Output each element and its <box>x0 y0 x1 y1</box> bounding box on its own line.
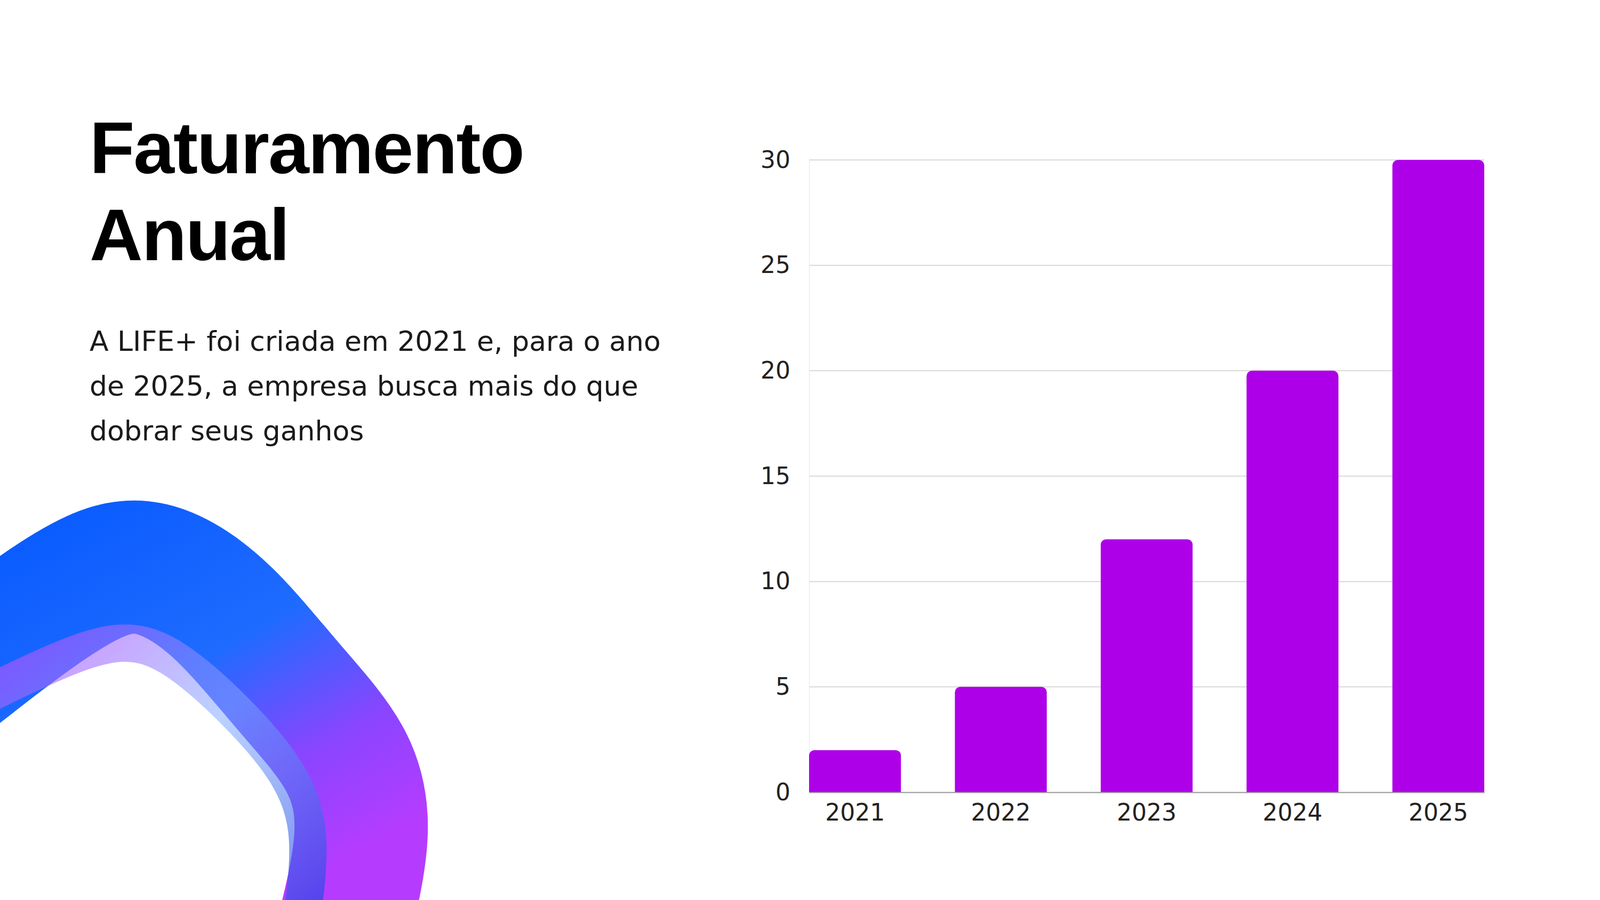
y-tick: 30 <box>760 146 810 174</box>
y-tick-label: 25 <box>760 251 791 279</box>
grid-line <box>809 370 1485 372</box>
grid-line <box>809 475 1485 477</box>
y-axis-line <box>809 160 810 794</box>
x-tick: 2022 <box>971 792 1031 827</box>
x-tick: 2023 <box>1116 792 1177 827</box>
title: Faturamento Anual <box>89 104 677 279</box>
y-tick-label: 20 <box>760 356 791 384</box>
x-tick-label: 2021 <box>825 798 885 827</box>
y-tick: 10 <box>760 567 810 595</box>
x-axis: 2021 2022 2023 2024 2025 <box>809 792 1485 827</box>
bar <box>1392 160 1485 793</box>
y-tick-label: 15 <box>760 462 791 490</box>
grid-line <box>809 159 1485 161</box>
x-tick: 2021 <box>825 792 885 827</box>
y-tick: 25 <box>760 251 810 279</box>
y-tick-label: 10 <box>760 567 791 595</box>
bar <box>1100 539 1193 793</box>
bar <box>1246 370 1339 793</box>
bar <box>809 750 901 793</box>
x-tick-label: 2025 <box>1408 798 1469 827</box>
y-tick: 20 <box>760 356 810 384</box>
x-tick-label: 2024 <box>1262 798 1323 827</box>
decor-ribbon-highlight <box>0 643 308 900</box>
y-axis: 0 5 10 15 20 25 30 <box>760 146 810 806</box>
y-tick-label: 30 <box>760 146 791 174</box>
decor-ribbon <box>0 567 362 900</box>
x-tick-label: 2022 <box>971 798 1031 827</box>
x-tick: 2025 <box>1408 792 1469 827</box>
x-axis-line <box>809 792 1485 794</box>
y-tick-label: 0 <box>775 778 791 806</box>
x-tick-label: 2023 <box>1116 798 1177 827</box>
y-tick: 5 <box>775 673 810 701</box>
slide-canvas: 05101520253020212022202320242025 <box>0 0 1600 900</box>
grid-line <box>809 265 1485 267</box>
y-tick: 15 <box>760 462 810 490</box>
x-tick: 2024 <box>1262 792 1323 827</box>
y-tick: 0 <box>775 778 810 806</box>
bars <box>809 160 1485 793</box>
y-tick-label: 5 <box>775 673 791 701</box>
bar <box>954 686 1047 793</box>
subtitle: A LIFE+ foi criada em 2021 e, para o ano… <box>89 318 687 454</box>
